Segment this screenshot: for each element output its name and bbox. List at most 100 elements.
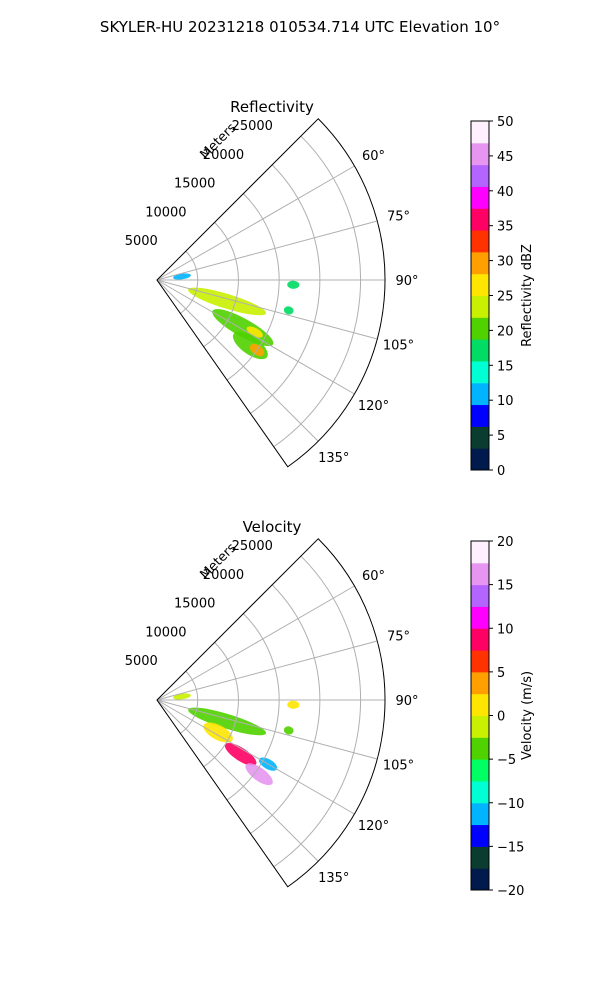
range-tick-label: 10000 <box>145 625 186 640</box>
reflectivity-panel: Reflectivity60°75°90°105°120°135°5000100… <box>125 98 535 479</box>
panel-title: Reflectivity <box>230 98 314 116</box>
colorbar-segment <box>471 339 489 362</box>
colorbar-segment <box>471 142 489 166</box>
figure-suptitle: SKYLER-HU 20231218 010534.714 UTC Elevat… <box>100 18 500 36</box>
azimuth-gridline <box>156 585 355 701</box>
range-tick-label: 25000 <box>232 119 273 134</box>
colorbar-segment <box>471 584 489 607</box>
echo-region <box>283 306 294 315</box>
colorbar-tick-label: 40 <box>497 185 514 200</box>
range-tick-label: 5000 <box>125 234 158 249</box>
echo-region <box>245 763 273 786</box>
colorbar-tick-label: 10 <box>497 622 514 637</box>
range-ring <box>203 222 239 348</box>
colorbar: 0 5 10 15 20 25 30 35 40 45 50 Reflectivity dBZ <box>470 115 535 479</box>
range-tick-label: 5000 <box>125 654 158 669</box>
colorbar-segment <box>471 295 489 318</box>
azimuth-tick-label: 90° <box>395 694 418 709</box>
colorbar-segment <box>471 802 489 826</box>
colorbar-segment <box>471 868 489 891</box>
panel-title: Velocity <box>243 518 302 536</box>
range-ring <box>203 642 239 768</box>
colorbar-segment <box>471 448 489 471</box>
azimuth-gridline <box>156 699 319 862</box>
range-ring <box>180 670 199 734</box>
velocity-panel: Velocity 60° 75° 90° 105° 120° 135° 5000 10000 15… <box>125 518 535 899</box>
colorbar-tick-label: 15 <box>497 359 514 374</box>
azimuth-tick-label: 120° <box>358 819 389 834</box>
colorbar-segment <box>471 273 489 296</box>
echo-region <box>203 722 233 743</box>
colorbar-segment <box>471 759 489 782</box>
echo-region <box>246 326 263 338</box>
colorbar-segment <box>471 186 489 209</box>
colorbar-segment <box>471 846 489 869</box>
range-ring <box>273 555 361 868</box>
colorbar-segment <box>471 121 489 144</box>
colorbar-segment <box>471 382 489 406</box>
colorbar-tick-label: 0 <box>497 710 505 725</box>
echo-region <box>224 742 257 766</box>
azimuth-gridline <box>156 165 355 281</box>
colorbar-tick-label: 25 <box>497 290 514 305</box>
colorbar-segment <box>471 693 489 716</box>
azimuth-gridline <box>156 699 378 760</box>
range-tick-label: 15000 <box>174 177 215 192</box>
colorbar-segment <box>471 824 489 847</box>
colorbar-segment <box>471 208 489 231</box>
colorbar-segment <box>471 360 489 384</box>
colorbar-tick-label: −10 <box>497 797 524 812</box>
azimuth-tick-label: 90° <box>395 274 418 289</box>
azimuth-tick-label: 105° <box>383 339 414 354</box>
range-tick-label: 20000 <box>203 148 244 163</box>
azimuth-tick-label: 135° <box>318 871 349 886</box>
azimuth-gridline <box>156 279 319 442</box>
colorbar-segment <box>471 780 489 804</box>
colorbar: −20 −15 −10 −5 0 5 10 15 20 Velocity (m/s) <box>470 535 535 899</box>
range-tick-label: 10000 <box>145 205 186 220</box>
colorbar-segment <box>471 404 489 427</box>
azimuth-tick-label: 120° <box>358 399 389 414</box>
colorbar-tick-label: −5 <box>497 753 516 768</box>
azimuth-tick-label: 75° <box>387 209 410 224</box>
colorbar-segment <box>471 671 489 695</box>
range-tick-label: 25000 <box>232 539 273 554</box>
colorbar-tick-label: 5 <box>497 429 505 444</box>
colorbar-segment <box>471 426 489 449</box>
colorbar-label: Velocity (m/s) <box>520 671 535 760</box>
azimuth-tick-label: 105° <box>383 759 414 774</box>
colorbar-tick-label: −20 <box>497 884 524 899</box>
colorbar-segment <box>471 737 489 760</box>
azimuth-gridline <box>156 699 355 815</box>
azimuth-gridline <box>156 640 378 701</box>
colorbar-tick-label: 50 <box>497 115 514 130</box>
azimuth-tick-label: 75° <box>387 629 410 644</box>
colorbar-tick-label: 45 <box>497 150 514 165</box>
colorbar-segment <box>471 541 489 564</box>
colorbar-segment <box>471 317 489 340</box>
echo-region <box>287 700 300 709</box>
range-tick-label: 20000 <box>203 568 244 583</box>
sector-outline <box>156 538 386 888</box>
sector-outline <box>156 118 386 468</box>
azimuth-gridline <box>156 279 355 395</box>
radar-echoes <box>173 693 300 786</box>
radar-echoes <box>173 273 300 360</box>
colorbar-tick-label: 0 <box>497 464 505 479</box>
range-ring <box>226 193 280 381</box>
azimuth-gridline <box>156 279 378 340</box>
colorbar-segment <box>471 230 489 253</box>
range-ring <box>226 613 280 801</box>
range-ring <box>250 164 321 414</box>
colorbar-segment <box>471 562 489 586</box>
colorbar-tick-label: 20 <box>497 324 514 339</box>
colorbar-tick-label: 10 <box>497 394 514 409</box>
range-tick-label: 15000 <box>174 597 215 612</box>
colorbar-tick-label: 5 <box>497 666 505 681</box>
azimuth-gridline <box>156 220 378 281</box>
colorbar-tick-label: 35 <box>497 220 514 235</box>
colorbar-segment <box>471 628 489 651</box>
range-ring <box>250 584 321 834</box>
range-ring <box>180 250 199 314</box>
